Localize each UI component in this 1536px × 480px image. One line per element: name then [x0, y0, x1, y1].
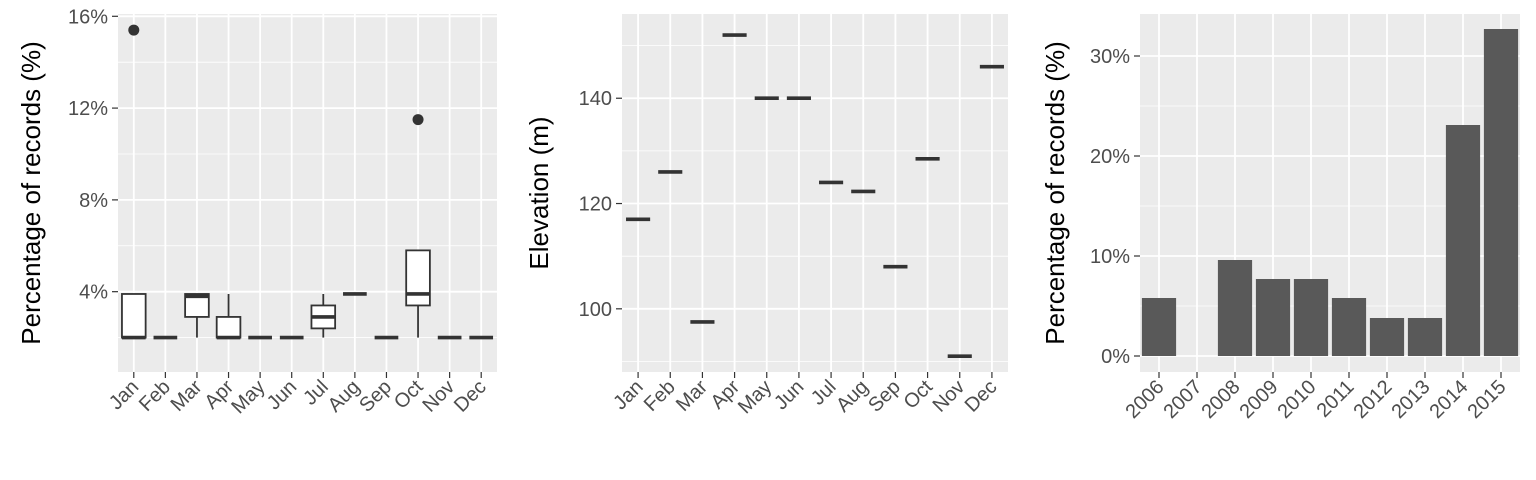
x-tick-label: May [734, 376, 776, 418]
x-tick-label: Mar [167, 376, 207, 416]
x-tick-label: Sep [864, 376, 905, 417]
x-tick-label: 2011 [1313, 376, 1359, 422]
bar-2009 [1255, 279, 1291, 356]
x-tick-label: 2014 [1426, 376, 1473, 423]
y-tick-label: 120 [579, 194, 612, 216]
x-tick-label: Jan [105, 376, 143, 414]
bar-2010 [1293, 279, 1329, 356]
panel-background [622, 14, 1008, 372]
bar-2013 [1407, 318, 1443, 356]
y-axis-title: Elevation (m) [524, 116, 554, 269]
y-tick-label: 100 [579, 299, 612, 321]
y-tick-label: 4% [79, 282, 108, 304]
bar-2008 [1217, 260, 1253, 356]
box-iqr [405, 249, 431, 307]
x-tick-label: Mar [672, 376, 712, 416]
y-tick-label: 0% [1101, 346, 1130, 368]
panel-3: 0%10%20%30%20062007200820092010201120122… [1040, 14, 1520, 423]
panel-2: 100120140JanFebMarAprMayJunJulAugSepOctN… [524, 14, 1008, 418]
bar-2012 [1369, 318, 1405, 356]
x-tick-label: Aug [832, 376, 873, 417]
x-tick-label: Nov [929, 376, 970, 417]
x-tick-label: Jan [609, 376, 647, 414]
x-tick-label: Oct [900, 376, 938, 414]
bar-2015 [1483, 29, 1519, 356]
box-iqr [121, 293, 147, 339]
x-tick-label: 2008 [1198, 376, 1245, 423]
outlier-point [128, 24, 140, 36]
bar-2011 [1331, 298, 1367, 356]
panel-background [118, 14, 497, 372]
x-tick-label: Feb [640, 376, 680, 416]
x-tick-label: Dec [450, 376, 491, 417]
x-tick-label: Feb [135, 376, 175, 416]
box-iqr [184, 293, 210, 318]
box-oct [405, 114, 431, 338]
y-tick-label: 16% [68, 6, 108, 28]
x-tick-label: 2012 [1350, 376, 1397, 423]
x-tick-label: Aug [324, 376, 365, 417]
panel-1: 4%8%12%16%JanFebMarAprMayJunJulAugSepOct… [16, 6, 497, 418]
bar-2014 [1445, 125, 1481, 356]
x-tick-label: Jun [263, 376, 301, 414]
box-mar [184, 293, 210, 338]
box-apr [215, 293, 242, 340]
x-tick-label: 2007 [1160, 376, 1207, 423]
y-tick-label: 10% [1090, 246, 1130, 268]
y-tick-label: 140 [579, 88, 612, 110]
outlier-point [412, 114, 424, 126]
y-axis-title: Percentage of records (%) [1040, 41, 1070, 344]
x-tick-label: 2010 [1274, 376, 1321, 423]
box-iqr [215, 316, 242, 339]
y-tick-label: 12% [68, 98, 108, 120]
y-tick-label: 20% [1090, 146, 1130, 168]
x-tick-label: 2015 [1464, 376, 1511, 423]
y-tick-label: 8% [79, 190, 108, 212]
x-tick-label: Jun [770, 376, 808, 414]
bar-2006 [1141, 298, 1177, 356]
x-tick-label: Sep [355, 376, 396, 417]
x-tick-label: 2006 [1122, 376, 1169, 423]
y-tick-label: 30% [1090, 46, 1130, 68]
x-tick-label: Oct [390, 376, 428, 414]
box-jul [310, 293, 337, 338]
y-axis-title: Percentage of records (%) [16, 41, 46, 344]
x-tick-label: 2013 [1388, 376, 1435, 423]
x-tick-label: 2009 [1236, 376, 1283, 423]
x-tick-label: Nov [418, 376, 459, 417]
x-tick-label: Dec [961, 376, 1002, 417]
box-jan [121, 24, 147, 340]
